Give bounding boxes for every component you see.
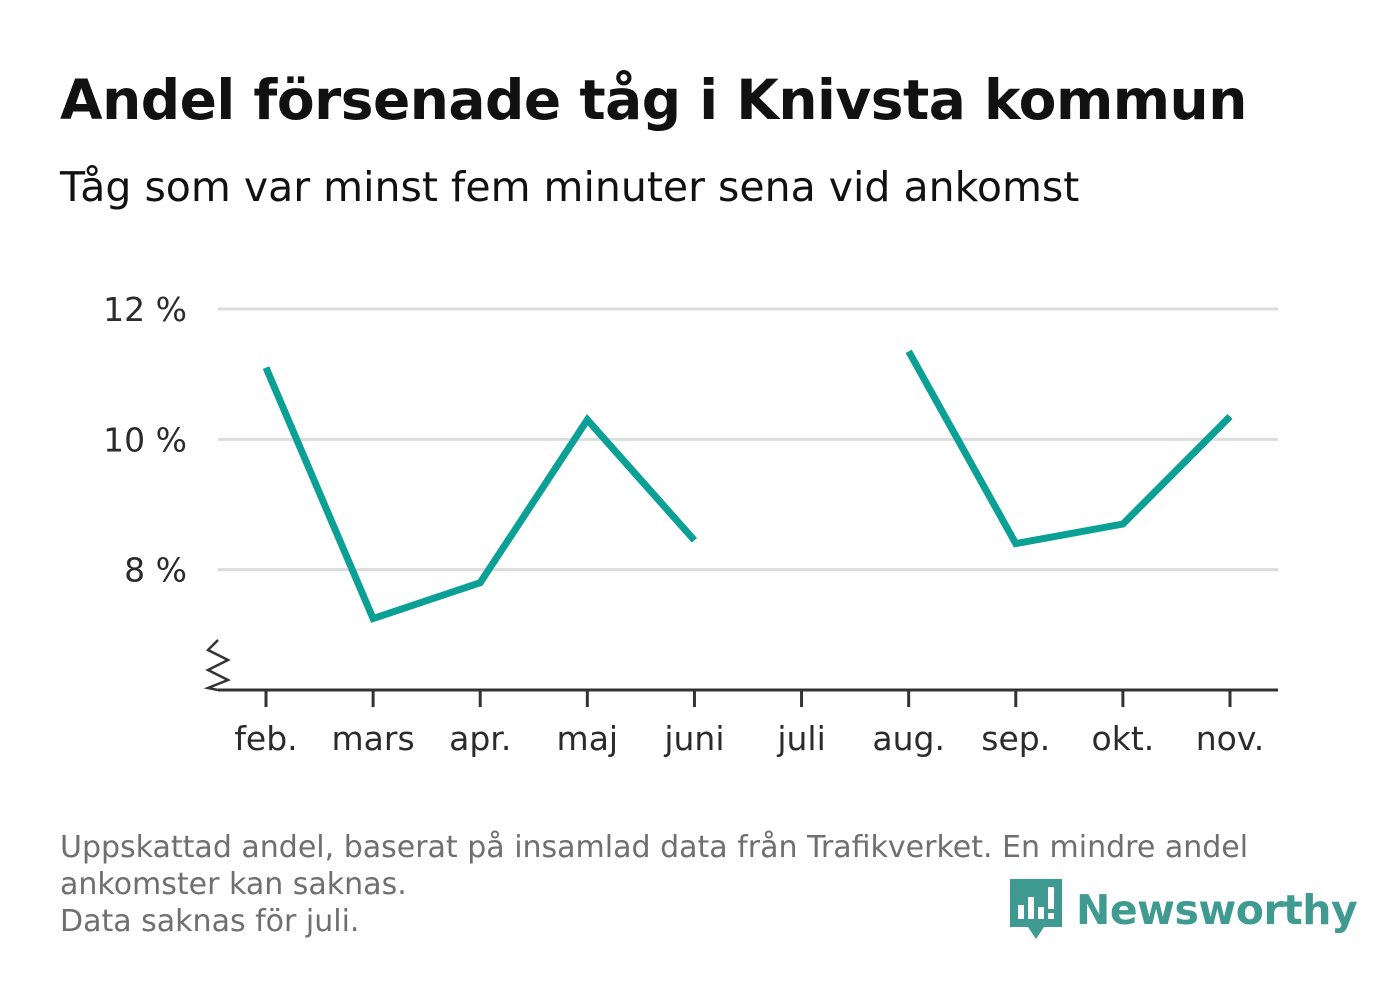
series-line-segment bbox=[905, 349, 1233, 548]
axis-layer bbox=[203, 639, 1278, 707]
chart-subtitle: Tåg som var minst fem minuter sena vid a… bbox=[60, 163, 1080, 211]
grid-layer bbox=[218, 307, 1278, 572]
x-tick-label: feb. bbox=[234, 719, 297, 758]
footnote-line-2: ankomster kan saknas. bbox=[60, 867, 407, 902]
x-tick-label: juni bbox=[663, 719, 724, 758]
x-tick-label: nov. bbox=[1196, 719, 1265, 758]
series-line-segment bbox=[262, 366, 698, 623]
chart-title: Andel försenade tåg i Knivsta kommun bbox=[60, 68, 1247, 132]
label-layer: 8 % 10 % 12 % feb. mars apr. maj juni juli aug. se… bbox=[103, 290, 1264, 758]
y-tick-label: 8 % bbox=[124, 551, 187, 590]
y-tick-label: 10 % bbox=[103, 420, 187, 459]
y-tick-label: 12 % bbox=[103, 290, 187, 329]
x-tick-label: okt. bbox=[1092, 719, 1155, 758]
footnote: Uppskattad andel, baserat på insamlad da… bbox=[60, 829, 1248, 940]
x-tick-label: aug. bbox=[872, 719, 945, 758]
x-tick-label: mars bbox=[332, 719, 415, 758]
brand-name: Newsworthy bbox=[1076, 886, 1358, 934]
x-tick-label: juli bbox=[776, 719, 825, 758]
x-tick-label: sep. bbox=[981, 719, 1050, 758]
brand-logo: Newsworthy bbox=[1010, 878, 1358, 942]
series-layer bbox=[262, 349, 1233, 623]
x-tick-label: apr. bbox=[449, 719, 511, 758]
x-tick-label: maj bbox=[557, 719, 619, 758]
footnote-line-3: Data saknas för juli. bbox=[60, 904, 360, 939]
footnote-line-1: Uppskattad andel, baserat på insamlad da… bbox=[60, 830, 1249, 865]
y-axis-break bbox=[203, 639, 232, 692]
newsworthy-logo-icon bbox=[1010, 879, 1062, 939]
